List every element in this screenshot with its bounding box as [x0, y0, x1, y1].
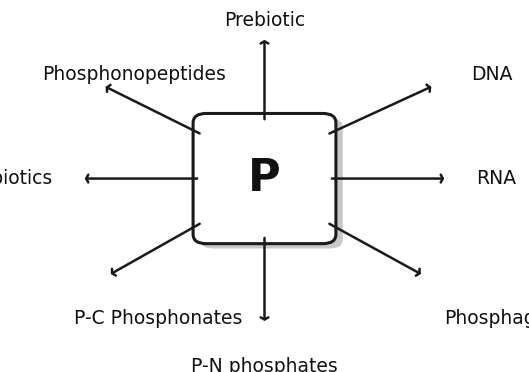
Text: P: P	[248, 157, 281, 200]
Text: Antibiotics: Antibiotics	[0, 169, 53, 188]
Text: P-C Phosphonates: P-C Phosphonates	[74, 309, 242, 328]
Text: Phosphagens: Phosphagens	[444, 309, 529, 328]
FancyBboxPatch shape	[200, 118, 343, 248]
Text: Prebiotic: Prebiotic	[224, 11, 305, 30]
Text: Phosphonopeptides: Phosphonopeptides	[42, 65, 226, 84]
Text: DNA: DNA	[471, 65, 512, 84]
Text: P-N phosphates: P-N phosphates	[191, 357, 338, 372]
Text: RNA: RNA	[476, 169, 516, 188]
FancyBboxPatch shape	[193, 113, 336, 244]
